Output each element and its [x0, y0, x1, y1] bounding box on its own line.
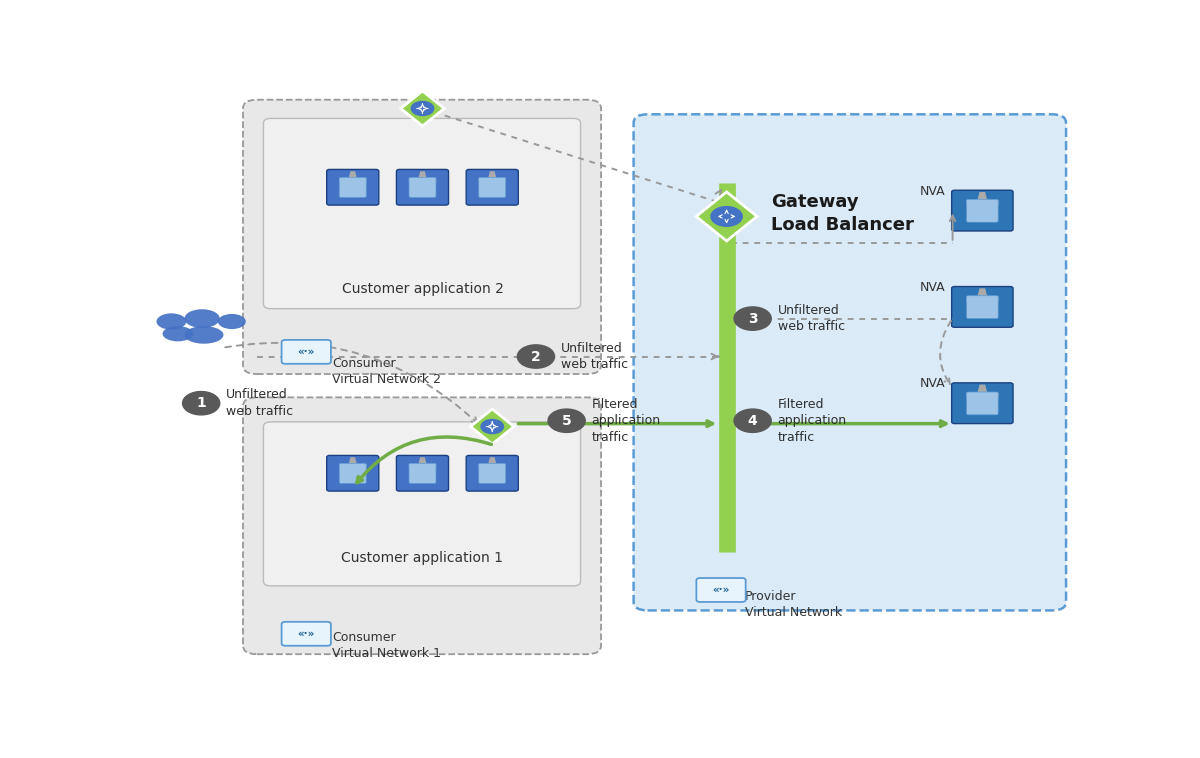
FancyBboxPatch shape	[479, 464, 506, 468]
FancyBboxPatch shape	[282, 622, 331, 646]
Text: 1: 1	[197, 396, 206, 410]
Text: Provider
Virtual Network: Provider Virtual Network	[745, 590, 842, 619]
FancyBboxPatch shape	[282, 340, 331, 364]
FancyBboxPatch shape	[340, 178, 366, 183]
Polygon shape	[977, 192, 988, 200]
FancyBboxPatch shape	[409, 463, 436, 484]
Circle shape	[517, 345, 554, 368]
Polygon shape	[419, 457, 427, 465]
Text: «·»: «·»	[713, 585, 730, 595]
FancyBboxPatch shape	[264, 118, 581, 309]
Circle shape	[548, 409, 586, 432]
FancyBboxPatch shape	[409, 177, 436, 197]
Text: Unfiltered
web traffic: Unfiltered web traffic	[562, 342, 628, 371]
FancyBboxPatch shape	[340, 464, 366, 468]
Polygon shape	[977, 288, 988, 296]
FancyBboxPatch shape	[340, 177, 366, 197]
Text: «·»: «·»	[298, 629, 314, 639]
FancyBboxPatch shape	[326, 170, 379, 205]
FancyBboxPatch shape	[326, 456, 379, 491]
Ellipse shape	[162, 326, 193, 341]
Polygon shape	[419, 171, 427, 178]
Text: Consumer
Virtual Network 2: Consumer Virtual Network 2	[332, 356, 442, 386]
FancyBboxPatch shape	[966, 296, 998, 302]
Circle shape	[412, 102, 433, 115]
Polygon shape	[401, 91, 444, 126]
FancyBboxPatch shape	[242, 100, 601, 374]
Text: 2: 2	[532, 349, 541, 364]
FancyBboxPatch shape	[396, 456, 449, 491]
Polygon shape	[488, 171, 497, 178]
Circle shape	[481, 420, 504, 434]
FancyBboxPatch shape	[409, 464, 437, 468]
FancyBboxPatch shape	[952, 287, 1013, 327]
Text: 4: 4	[748, 414, 757, 428]
Text: Filtered
application
traffic: Filtered application traffic	[592, 398, 661, 443]
FancyBboxPatch shape	[634, 114, 1066, 610]
Text: Customer application 1: Customer application 1	[342, 551, 504, 565]
Polygon shape	[348, 171, 356, 178]
Circle shape	[734, 307, 772, 330]
Polygon shape	[470, 409, 514, 444]
FancyBboxPatch shape	[479, 178, 506, 183]
FancyBboxPatch shape	[340, 463, 366, 484]
Text: Unfiltered
web traffic: Unfiltered web traffic	[778, 304, 845, 334]
FancyBboxPatch shape	[479, 463, 505, 484]
Text: NVA: NVA	[919, 281, 946, 294]
FancyBboxPatch shape	[952, 190, 1013, 231]
FancyBboxPatch shape	[409, 178, 437, 183]
Ellipse shape	[185, 326, 223, 343]
FancyBboxPatch shape	[966, 393, 998, 398]
FancyBboxPatch shape	[396, 170, 449, 205]
FancyBboxPatch shape	[966, 200, 998, 205]
FancyBboxPatch shape	[966, 392, 998, 415]
Text: «·»: «·»	[298, 347, 314, 357]
Circle shape	[734, 409, 772, 432]
Ellipse shape	[156, 313, 186, 330]
FancyBboxPatch shape	[966, 199, 998, 222]
Text: Consumer
Virtual Network 1: Consumer Virtual Network 1	[332, 631, 442, 660]
Polygon shape	[977, 384, 988, 393]
FancyBboxPatch shape	[242, 397, 601, 654]
Ellipse shape	[218, 314, 246, 329]
Text: 5: 5	[562, 414, 571, 428]
Polygon shape	[348, 457, 356, 465]
FancyBboxPatch shape	[696, 578, 745, 602]
Text: 3: 3	[748, 312, 757, 326]
FancyBboxPatch shape	[264, 422, 581, 586]
FancyBboxPatch shape	[952, 383, 1013, 424]
Text: Gateway
Load Balancer: Gateway Load Balancer	[772, 193, 914, 234]
Text: NVA: NVA	[919, 377, 946, 390]
Polygon shape	[488, 457, 497, 465]
Text: Customer application 2: Customer application 2	[342, 283, 504, 296]
Polygon shape	[696, 192, 757, 241]
Text: Filtered
application
traffic: Filtered application traffic	[778, 398, 847, 443]
Circle shape	[710, 207, 743, 226]
FancyBboxPatch shape	[466, 456, 518, 491]
Text: Unfiltered
web traffic: Unfiltered web traffic	[227, 388, 293, 418]
Text: NVA: NVA	[919, 185, 946, 198]
FancyBboxPatch shape	[466, 170, 518, 205]
Circle shape	[182, 392, 220, 415]
FancyBboxPatch shape	[479, 177, 505, 197]
FancyBboxPatch shape	[966, 296, 998, 318]
Ellipse shape	[185, 309, 220, 328]
